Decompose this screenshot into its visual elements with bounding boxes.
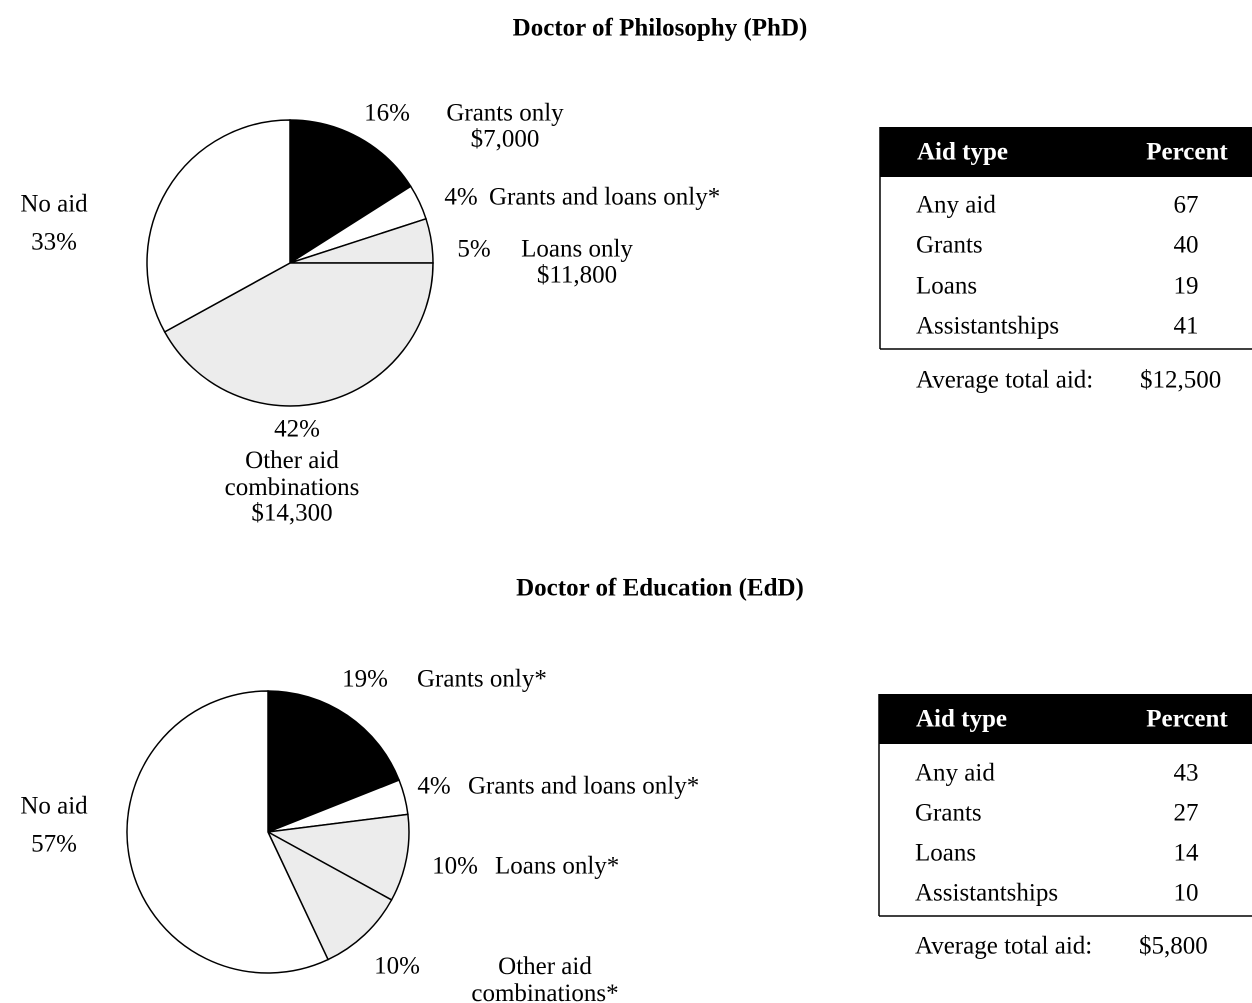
average-value: $12,500: [1140, 366, 1222, 394]
slice-percent: 42%: [274, 415, 320, 443]
table-cell: Any aid: [916, 191, 996, 219]
pie-slice: [163, 262, 434, 407]
table-cell: 41: [1173, 312, 1199, 340]
slice-label: Grants and loans only*: [468, 772, 700, 800]
slice-percent: 19%: [342, 665, 388, 693]
table-header: Aid type: [916, 705, 1007, 733]
table-header: Percent: [1146, 138, 1228, 166]
slice-label: Other aid combinations*: [471, 953, 619, 1003]
table-header-bg: [879, 694, 1252, 744]
pie-slice: [126, 690, 330, 974]
slice-percent: 16%: [364, 99, 410, 127]
slice-label: Loans only: [521, 235, 633, 263]
slice-label: Loans only*: [495, 852, 620, 880]
slice-label: Other aid combinations: [224, 447, 360, 501]
table-cell: Grants: [916, 231, 983, 259]
pie-slice: [289, 119, 412, 265]
pie-slice: [267, 690, 401, 834]
table-cell: 43: [1173, 759, 1199, 787]
table-header-bg: [880, 127, 1252, 177]
table-cell: Loans: [916, 272, 978, 300]
table-cell: Assistantships: [915, 879, 1059, 907]
pie-slice: [266, 830, 393, 961]
slice-label: Grants and loans only*: [489, 183, 721, 211]
table-cell: Loans: [915, 839, 977, 867]
slice-amount: $7,000: [470, 125, 540, 153]
average-label: Average total aid:: [915, 932, 1093, 960]
slice-percent: 4%: [417, 772, 451, 800]
slice-percent: 33%: [31, 228, 77, 256]
slice-label: No aid: [20, 190, 88, 218]
chart-title: Doctor of Education (EdD): [516, 574, 804, 602]
slice-amount: $14,300: [251, 499, 333, 527]
slice-amount: $11,800: [536, 261, 618, 289]
table-header: Aid type: [917, 138, 1008, 166]
table-cell: 14: [1173, 839, 1199, 867]
table-cell: 27: [1173, 799, 1199, 827]
slice-label: No aid: [20, 792, 88, 820]
table-cell: Grants: [915, 799, 982, 827]
slice-label: Grants only*: [417, 665, 547, 693]
chart-title: Doctor of Philosophy (PhD): [512, 14, 808, 42]
pie-slice: [265, 813, 410, 901]
pie-slice: [146, 119, 291, 333]
average-label: Average total aid:: [916, 366, 1094, 394]
table-cell: Any aid: [915, 759, 995, 787]
table-header: Percent: [1146, 705, 1228, 733]
slice-label: Grants only: [446, 99, 564, 127]
table-cell: 67: [1173, 191, 1199, 219]
table-cell: 10: [1173, 879, 1199, 907]
slice-percent: 4%: [444, 183, 478, 211]
average-value: $5,800: [1139, 932, 1208, 960]
slice-percent: 5%: [457, 235, 491, 263]
slice-percent: 10%: [432, 852, 478, 880]
slice-percent: 10%: [374, 952, 420, 980]
table-cell: 19: [1173, 272, 1199, 300]
table-cell: 40: [1173, 231, 1199, 259]
slice-percent: 57%: [31, 830, 77, 858]
table-cell: Assistantships: [916, 312, 1060, 340]
